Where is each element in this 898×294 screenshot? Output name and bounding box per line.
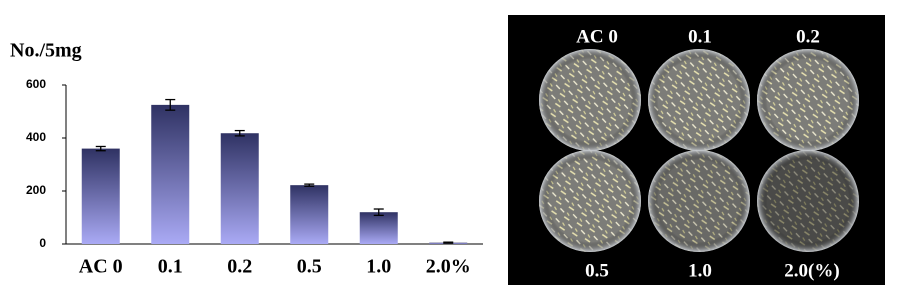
dish-rim: [648, 49, 750, 151]
dishes: [539, 49, 859, 252]
bar: [151, 104, 190, 244]
dish-rim: [757, 49, 859, 151]
chart-area: 0 200 400 600 AC 0 0.1 0.2 0.5 1.0 2.0%: [26, 77, 483, 278]
bar: [220, 133, 259, 244]
y-axis-label: No./5mg: [10, 40, 82, 62]
dish-rim: [539, 150, 641, 252]
photo-label: 2.0(%): [784, 260, 839, 281]
bar: [290, 185, 329, 244]
x-tick-label: 0.2: [227, 256, 252, 278]
photo-label: AC 0: [576, 26, 618, 47]
bar: [81, 148, 120, 244]
y-tick-label: 600: [26, 77, 46, 91]
dish-rim: [757, 150, 859, 252]
x-tick-label: 0.1: [158, 256, 183, 278]
photo-label: 1.0: [688, 260, 712, 281]
y-tick-label: 400: [26, 130, 46, 144]
x-tick-label: 2.0%: [426, 256, 471, 278]
y-tick-label: 0: [39, 236, 46, 250]
dish-rim: [539, 49, 641, 151]
bar: [359, 212, 398, 244]
x-tick-label: 1.0: [366, 256, 391, 278]
photo-label: 0.5: [585, 260, 609, 281]
photo-label: 0.1: [688, 26, 712, 47]
y-tick-label: 200: [26, 183, 46, 197]
photo-label: 0.2: [796, 26, 820, 47]
x-tick-label: AC 0: [79, 256, 123, 278]
x-tick-label: 0.5: [297, 256, 322, 278]
dish-rim: [648, 150, 750, 252]
